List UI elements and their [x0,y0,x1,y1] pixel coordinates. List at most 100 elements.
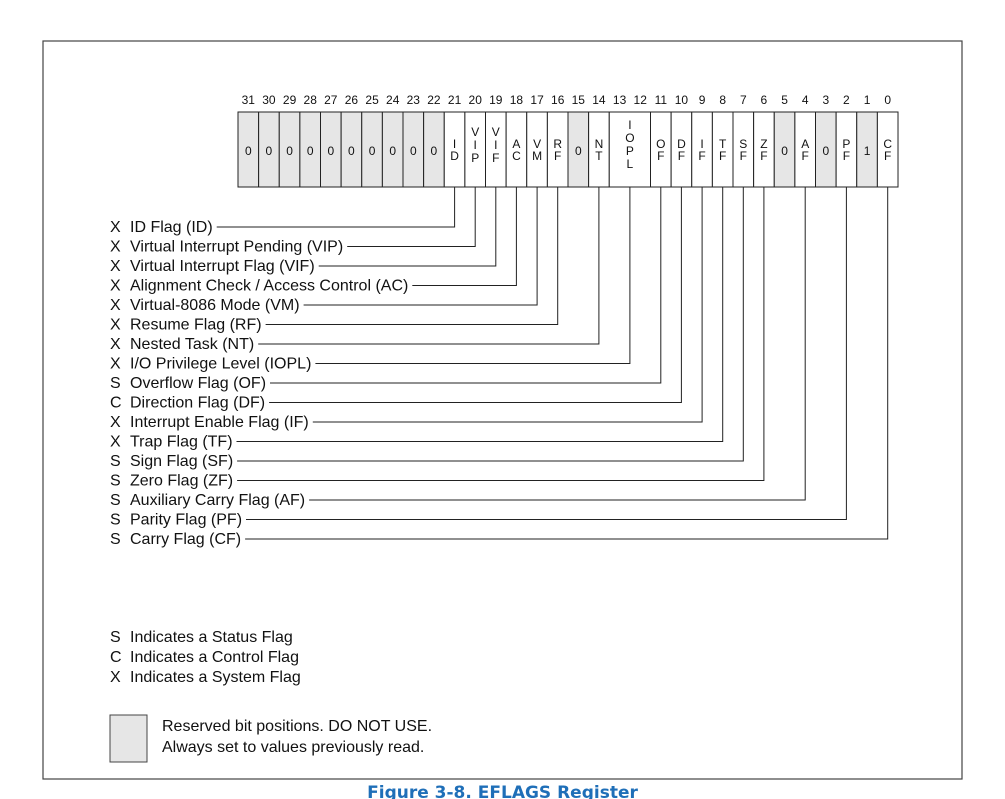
bit-cell-label-28: 0 [307,144,314,158]
bit-number-28: 28 [304,93,318,107]
flag-type-0: S [110,531,121,548]
flag-label-0: Carry Flag (CF) [130,531,241,548]
bit-cell-label-27: 0 [327,144,334,158]
bit-cell-label-5: 0 [781,144,788,158]
bit-number-17: 17 [530,93,544,107]
bit-number-27: 27 [324,93,338,107]
flag-type-21: X [110,219,121,236]
flag-label-7: Sign Flag (SF) [130,453,233,470]
flag-type-18: X [110,278,121,295]
figure-caption: Figure 3-8. EFLAGS Register [367,783,638,799]
bit-cell-label-22: 0 [431,144,438,158]
bit-cell-label-24: 0 [389,144,396,158]
bit-number-19: 19 [489,93,503,107]
leader-line-18 [412,187,517,286]
leader-line-2 [246,187,847,520]
leader-line-9 [312,187,703,423]
bit-number-12: 12 [634,93,648,107]
bit-number-18: 18 [510,93,524,107]
flag-label-2: Parity Flag (PF) [130,512,242,529]
figure-caption-strip: Figure 3-8. EFLAGS Register [0,781,1005,799]
flag-type-17: X [110,297,121,314]
bit-number-6: 6 [761,93,768,107]
flag-type-19: X [110,258,121,275]
leader-line-19 [318,187,497,267]
legend-letter-s: S [110,629,121,646]
leader-line-21 [216,187,456,228]
bit-number-11: 11 [655,93,668,107]
bit-number-10: 10 [675,93,689,107]
register-bit-cells: 0 0 0 0 0 0 0 0 0 0 I DV I PV I FA CV MR F 0 N TI O P LO FD FI FT FS… [237,111,899,188]
flag-type-10: C [110,395,122,412]
flag-label-4: Auxiliary Carry Flag (AF) [130,492,305,509]
reserved-note-line1: Reserved bit positions. DO NOT USE. [162,718,432,735]
flag-label-6: Zero Flag (ZF) [130,473,233,490]
legend-text-s: Indicates a Status Flag [130,629,293,646]
bit-number-14: 14 [592,93,606,107]
bit-number-20: 20 [469,93,483,107]
leader-line-10 [269,187,682,403]
flag-label-16: Resume Flag (RF) [130,317,262,334]
leader-line-4 [309,187,806,501]
flag-type-6: S [110,473,121,490]
bit-number-29: 29 [283,93,297,107]
flag-label-11: Overflow Flag (OF) [130,375,266,392]
bit-cell-label-15: 0 [575,144,582,158]
bit-number-9: 9 [699,93,706,107]
bit-cell-label-26: 0 [348,144,355,158]
bit-number-30: 30 [262,93,276,107]
flag-label-19: Virtual Interrupt Flag (VIF) [130,258,315,275]
legend-text-x: Indicates a System Flag [130,669,301,686]
flag-label-18: Alignment Check / Access Control (AC) [130,278,408,295]
bit-number-24: 24 [386,93,400,107]
flag-label-list: X ID Flag (ID) X Virtual Interrupt Pending … [110,219,408,548]
bit-number-7: 7 [740,93,747,107]
flag-leader-lines [216,187,889,540]
flag-type-14: X [110,336,121,353]
leader-line-6 [237,187,765,481]
bit-number-22: 22 [427,93,441,107]
legend-text-c: Indicates a Control Flag [130,649,299,666]
bit-number-2: 2 [843,93,850,107]
flag-label-10: Direction Flag (DF) [130,395,265,412]
bit-cell-label-23: 0 [410,144,417,158]
bit-number-21: 21 [448,93,462,107]
reserved-note: Reserved bit positions. DO NOT USE. Alwa… [109,714,432,763]
bit-number-13: 13 [613,93,627,107]
flag-label-8: Trap Flag (TF) [130,434,233,451]
legend-letter-c: C [110,649,122,666]
flag-type-8: X [110,434,121,451]
reserved-swatch [109,714,148,763]
leader-line-13 [315,187,631,364]
flag-label-14: Nested Task (NT) [130,336,254,353]
bit-cell-label-30: 0 [266,144,273,158]
leader-line-16 [265,187,559,325]
leader-line-0 [245,187,889,540]
bit-number-8: 8 [719,93,726,107]
bit-number-5: 5 [781,93,788,107]
leader-line-7 [237,187,744,462]
bit-number-25: 25 [365,93,379,107]
leader-line-20 [347,187,476,247]
flag-label-17: Virtual-8086 Mode (VM) [130,297,300,314]
bit-number-15: 15 [572,93,586,107]
leader-line-11 [270,187,662,384]
bit-number-16: 16 [551,93,565,107]
bit-cell-label-25: 0 [369,144,376,158]
flag-label-20: Virtual Interrupt Pending (VIP) [130,239,343,256]
bit-number-31: 31 [242,93,256,107]
flag-label-13: I/O Privilege Level (IOPL) [130,356,311,373]
reserved-note-line2: Always set to values previously read. [162,739,424,756]
